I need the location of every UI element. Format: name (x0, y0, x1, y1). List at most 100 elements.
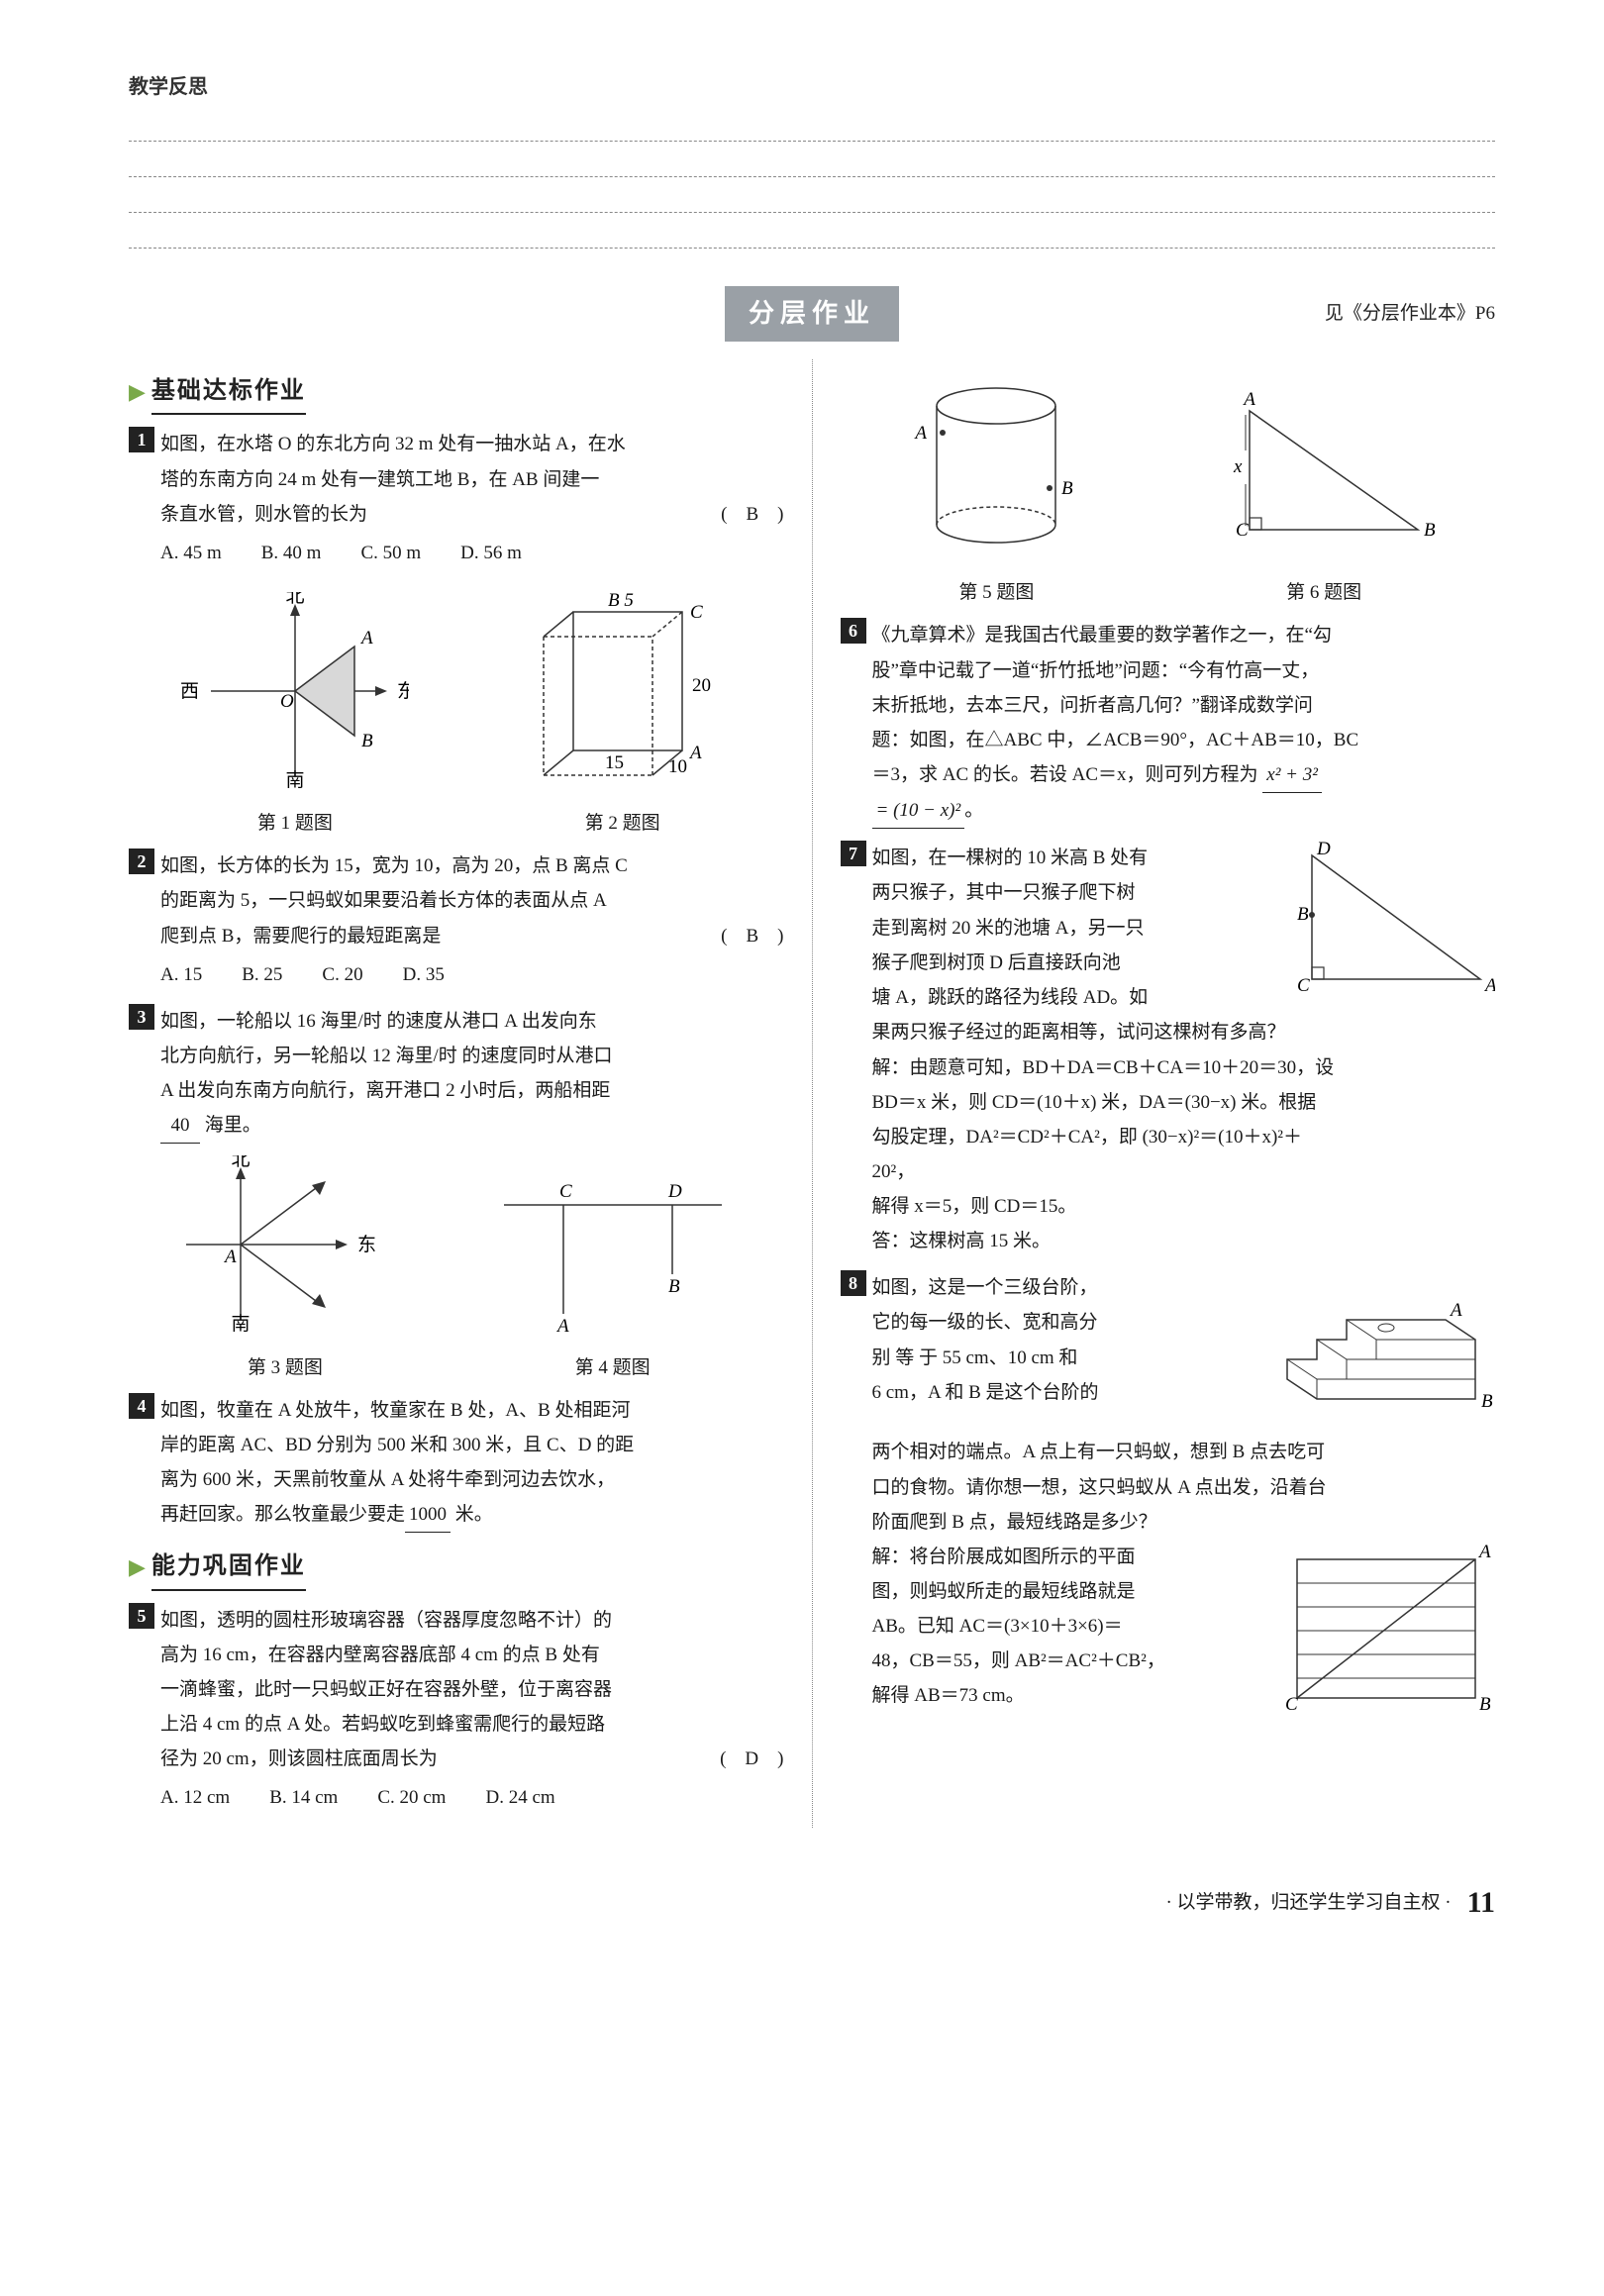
svg-text:东: 东 (357, 1234, 376, 1255)
banner-reference: 见《分层作业本》P6 (1325, 296, 1495, 331)
arrow-icon: ▶ (129, 1547, 146, 1588)
subsection-title: 基础达标作业 (151, 369, 306, 415)
right-column: A B 第 5 题图 A C B x 第 6 题图 (812, 359, 1496, 1827)
q3-tail: 海里。 (200, 1115, 261, 1136)
q6-blank1: x² + 3² (1262, 757, 1322, 793)
subsection-title: 能力巩固作业 (151, 1545, 306, 1590)
fig1-label: 第 1 题图 (181, 806, 409, 841)
svg-text:东: 东 (397, 680, 409, 702)
qnum-badge: 7 (841, 841, 866, 866)
svg-text:C: C (1285, 1694, 1298, 1715)
svg-text:D: D (667, 1181, 682, 1202)
opt-B: B. 40 m (261, 536, 322, 570)
svg-text:西: 西 (181, 681, 199, 702)
two-column-layout: ▶ 基础达标作业 1 如图，在水塔 O 的东北方向 32 m 处有一抽水站 A，在… (129, 359, 1495, 1827)
svg-text:15: 15 (605, 752, 624, 773)
q2-line-a: 如图，长方体的长为 15，宽为 10，高为 20，点 B 离点 C (160, 855, 628, 876)
svg-text:B: B (1424, 520, 1436, 541)
svg-text:A: A (359, 628, 373, 649)
figure-4: C D A B 第 4 题图 (484, 1175, 742, 1384)
blank-line (129, 142, 1495, 177)
q1-line-c: 条直水管，则水管的长为 (160, 504, 367, 525)
opt-C: C. 20 (322, 957, 362, 992)
q6-line-c: 末折抵地，去本三尺，问折者高几何？”翻译成数学问 (872, 695, 1313, 716)
blank-line (129, 106, 1495, 142)
q8-line-c: 别 等 于 55 cm、10 cm 和 (872, 1348, 1078, 1368)
q7-line-d: 猴子爬到树顶 D 后直接跃向池 (872, 952, 1121, 973)
opt-C: C. 20 cm (377, 1780, 446, 1815)
question-7: D B C A 7如图，在一棵树的 10 米高 B 处有 两只猴子，其中一只猴子… (841, 841, 1496, 1258)
svg-text:C: C (1236, 520, 1249, 541)
figure-5: A B 第 5 题图 (897, 371, 1095, 610)
tree-triangle-diagram: D B C A (1287, 841, 1495, 999)
subsection-basic: ▶ 基础达标作业 (129, 369, 784, 415)
q1-line-a: 如图，在水塔 O 的东北方向 32 m 处有一抽水站 A，在水 (160, 434, 626, 454)
svg-text:A: A (688, 743, 702, 763)
reflection-section: 教学反思 (129, 69, 1495, 249)
figure-3: 北 南 东 A 第 3 题图 (171, 1155, 399, 1384)
cylinder-diagram: A B (897, 371, 1095, 559)
q7-line-b: 两只猴子，其中一只猴子爬下树 (872, 882, 1136, 903)
opt-A: A. 15 (160, 957, 202, 992)
qnum-badge: 5 (129, 1603, 154, 1629)
qnum-badge: 1 (129, 427, 154, 452)
svg-text:A: A (1483, 975, 1495, 996)
section-banner: 分层作业 见《分层作业本》P6 (129, 286, 1495, 342)
q7-line-c: 走到离树 20 米的池塘 A，另一只 (872, 918, 1145, 939)
svg-text:A: A (1242, 391, 1255, 410)
fig2-label: 第 2 题图 (514, 806, 732, 841)
opt-A: A. 45 m (160, 536, 222, 570)
svg-text:B: B (668, 1276, 680, 1297)
compass-diagram: 北 南 东 西 A B O (181, 592, 409, 790)
q7-line-e: 塘 A，跳跃的路径为线段 AD。如 (872, 987, 1149, 1008)
svg-text:C: C (690, 602, 703, 623)
q5-options: A. 12 cm B. 14 cm C. 20 cm D. 24 cm (160, 1780, 784, 1815)
fig5-label: 第 5 题图 (897, 575, 1095, 610)
blank-line (129, 177, 1495, 213)
footer-motto: · 以学带教，归还学生学习自主权 · (1165, 1885, 1451, 1920)
q5-line-c: 一滴蜂蜜，此时一只蚂蚁正好在容器外壁，位于离容器 (160, 1679, 612, 1700)
q8-line-b: 它的每一级的长、宽和高分 (872, 1312, 1098, 1333)
figure-2: B 5 C 20 A 15 10 第 2 题图 (514, 582, 732, 841)
opt-D: D. 24 cm (485, 1780, 554, 1815)
q7-sol-e: 解得 x＝5，则 CD＝15。 (872, 1189, 1496, 1224)
q1-answer: ( B ) (721, 497, 783, 532)
qnum-badge: 4 (129, 1393, 154, 1419)
q5-line-d: 上沿 4 cm 的点 A 处。若蚂蚁吃到蜂蜜需爬行的最短路 (160, 1714, 605, 1735)
figure-row-1-2: 北 南 东 西 A B O 第 1 题图 (129, 582, 784, 841)
svg-text:A: A (914, 423, 928, 444)
q4-tail: 米。 (451, 1504, 493, 1525)
svg-text:A: A (555, 1316, 569, 1334)
svg-text:D: D (1316, 841, 1331, 859)
q8-line-d: 6 cm，A 和 B 是这个台阶的 (872, 1382, 1099, 1403)
q4-line-c: 离为 600 米，天黑前牧童从 A 处将牛牵到河边去饮水， (160, 1469, 615, 1490)
q3-line-c: A 出发向东南方向航行，离开港口 2 小时后，两船相距 (160, 1080, 610, 1101)
question-2: 2如图，长方体的长为 15，宽为 10，高为 20，点 B 离点 C 的距离为 … (129, 849, 784, 992)
svg-text:南: 南 (285, 769, 304, 790)
svg-text:x: x (1233, 456, 1243, 477)
q6-tail: 。 (964, 800, 983, 821)
figure-7: D B C A (1287, 841, 1495, 1011)
q5-line-b: 高为 16 cm，在容器内壁离容器底部 4 cm 的点 B 处有 (160, 1645, 600, 1665)
svg-text:A: A (1449, 1300, 1462, 1321)
svg-text:A: A (1477, 1542, 1491, 1562)
q6-blank2: = (10 − x)² (872, 793, 965, 829)
banner-title: 分层作业 (725, 286, 899, 342)
svg-text:B: B (1297, 904, 1309, 925)
fig6-label: 第 6 题图 (1210, 575, 1438, 610)
question-4: 4如图，牧童在 A 处放牛，牧童家在 B 处，A、B 处相距河 岸的距离 AC、… (129, 1393, 784, 1534)
left-column: ▶ 基础达标作业 1 如图，在水塔 O 的东北方向 32 m 处有一抽水站 A，在… (129, 359, 784, 1827)
q8-line-e: 两个相对的端点。A 点上有一只蚂蚁，想到 B 点去吃可 (872, 1442, 1326, 1462)
question-5: 5如图，透明的圆柱形玻璃容器（容器厚度忽略不计）的 高为 16 cm，在容器内壁… (129, 1603, 784, 1816)
svg-text:北: 北 (285, 592, 304, 607)
svg-text:B 5: B 5 (608, 590, 634, 611)
q3-line-a: 如图，一轮船以 16 海里/时 的速度从港口 A 出发向东 (160, 1011, 597, 1032)
svg-text:A: A (223, 1247, 237, 1267)
svg-text:B: B (1479, 1694, 1491, 1715)
qnum-badge: 6 (841, 618, 866, 644)
q1-options: A. 45 m B. 40 m C. 50 m D. 56 m (160, 536, 784, 570)
unfold-diagram: A B C (1277, 1540, 1495, 1718)
q4-line-d: 再赶回家。那么牧童最少要走 (160, 1504, 405, 1525)
q6-line-b: 股”章中记载了一道“折竹抵地”问题：“今有竹高一丈， (872, 660, 1320, 681)
page-footer: · 以学带教，归还学生学习自主权 · 11 (129, 1875, 1495, 1931)
